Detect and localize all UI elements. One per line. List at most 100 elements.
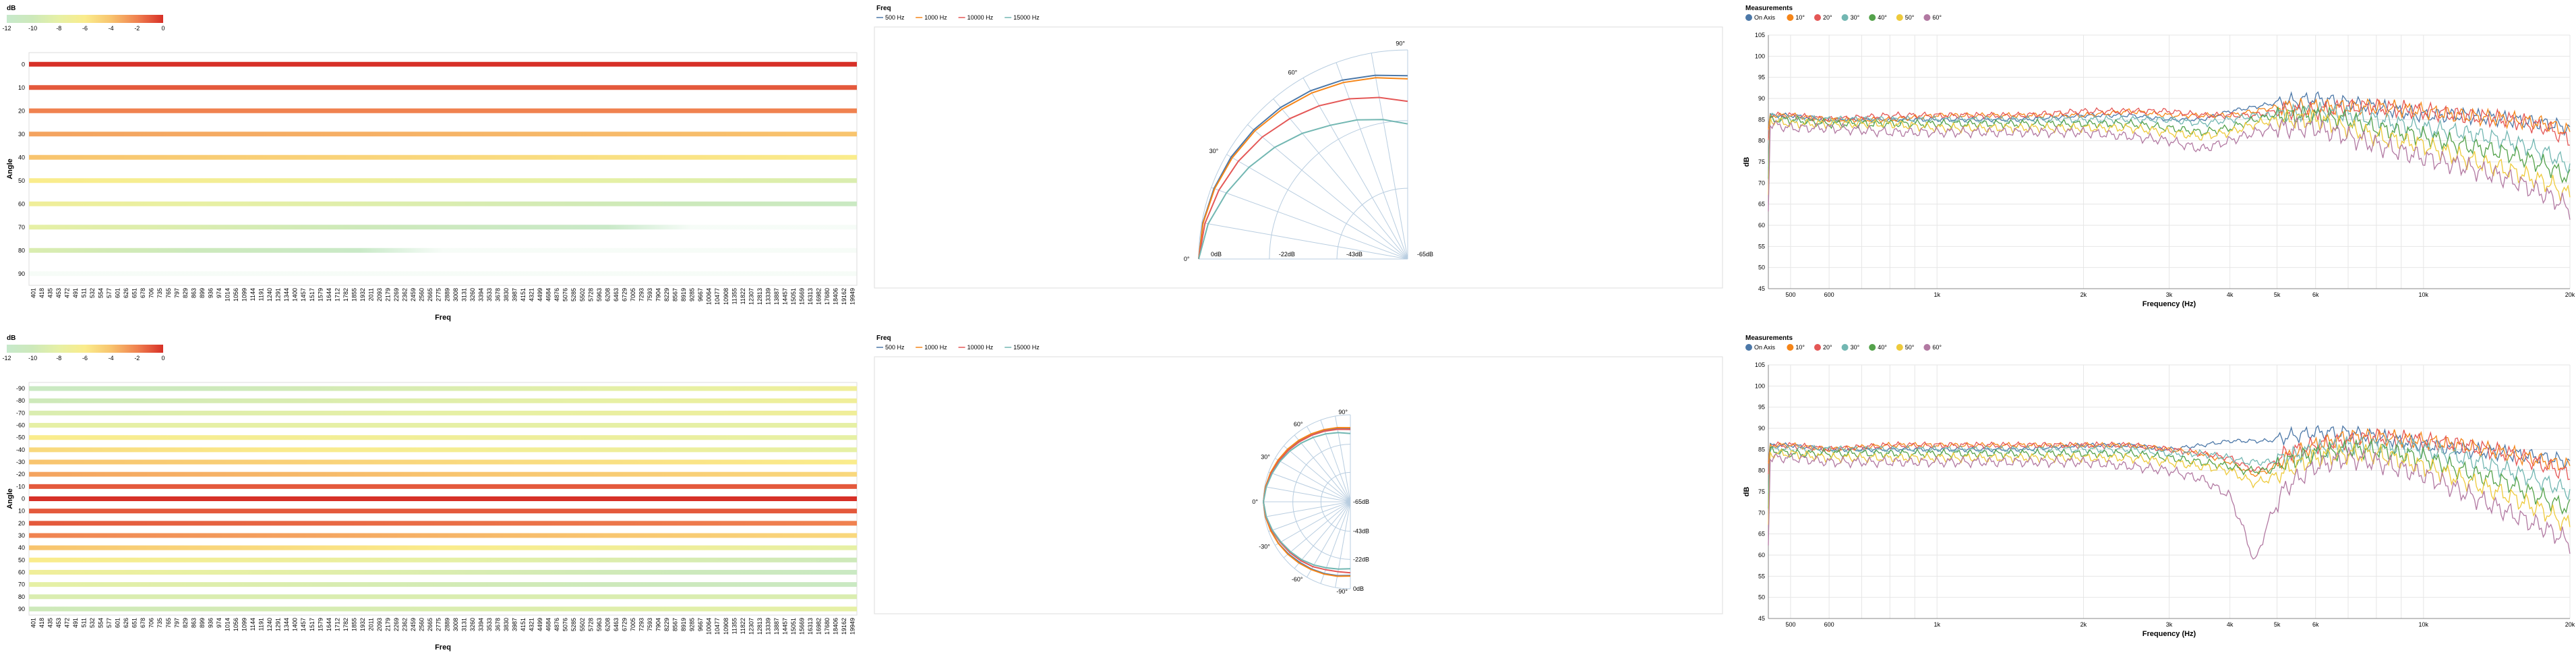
x-tick-label: 532 [89, 618, 96, 628]
series-line-10- [1768, 428, 2571, 478]
y-tick-label: -10 [16, 483, 25, 490]
x-tick-label: 6k [2312, 621, 2319, 628]
y-tick-label: 75 [1758, 158, 1765, 165]
spectrum-chart: Measurements On Axis 10° 20° 30° 40° 50° 60° 45 5… [1743, 335, 2575, 638]
x-tick-label: 1400 [292, 618, 299, 631]
legend-tick-label: -8 [56, 355, 61, 362]
legend-label: 10000 Hz [967, 14, 994, 21]
x-tick-label: 651 [131, 618, 138, 628]
x-tick-label: 2269 [393, 618, 400, 631]
x-tick-label: 511 [80, 618, 87, 627]
x-tick-label: 13339 [765, 288, 771, 305]
x-tick-label: 453 [55, 288, 62, 298]
radial-label: 0dB [1353, 585, 1364, 592]
y-tick-label: -90 [16, 385, 25, 392]
series-line-40- [1768, 438, 2571, 515]
x-tick-label: 5728 [587, 618, 594, 631]
legend-swatch [1814, 14, 1821, 21]
polar-series-10000-hz [1198, 96, 1408, 260]
y-tick-label: 90 [1758, 425, 1765, 432]
x-tick-label: 15051 [790, 288, 797, 305]
polar-grid [1198, 49, 1408, 260]
legend-title: Freq [876, 335, 891, 342]
x-tick-label: 3830 [503, 288, 510, 301]
y-tick-label: 90 [18, 270, 25, 277]
polar-spoke [1211, 187, 1408, 260]
radial-label: -43dB [1353, 528, 1369, 535]
x-tick-label: 2093 [376, 288, 383, 301]
x-tick-label: 10k [2419, 621, 2429, 628]
legend-tick-label: -8 [56, 25, 61, 32]
x-tick-label: 1014 [224, 618, 231, 631]
x-tick-label: 472 [63, 288, 70, 298]
legend-tick-label: 0 [161, 25, 164, 32]
y-tick-label: 60 [18, 200, 25, 207]
legend-label: 10° [1795, 344, 1805, 351]
x-tick-label: 7593 [647, 618, 653, 631]
heatmap-row [29, 271, 857, 277]
legend-label: 10° [1795, 14, 1805, 21]
y-tick-label: -50 [16, 434, 25, 441]
x-tick-label: 10477 [714, 288, 721, 305]
x-tick-label: 10908 [723, 288, 729, 305]
x-tick-label: 1712 [334, 288, 340, 301]
y-tick-label: -30 [16, 459, 25, 465]
y-tick-label: 95 [1758, 74, 1765, 81]
legend-label: 1000 Hz [924, 14, 947, 21]
x-tick-label: 1056 [233, 618, 239, 631]
x-tick-label: 8229 [663, 618, 670, 631]
y-tick-label: 90 [1758, 95, 1765, 102]
polar-panel-bottom: Freq 500 Hz 1000 Hz 10000 Hz 15000 Hz -90° -60… [870, 330, 1739, 660]
heatmap-row [29, 582, 857, 587]
series-line-40- [1768, 105, 2571, 184]
x-tick-label: 1782 [342, 618, 349, 631]
x-tick-label: 2k [2080, 621, 2087, 628]
y-tick-label: 55 [1758, 573, 1765, 579]
angle-label: 90° [1338, 409, 1348, 415]
y-tick-label: 65 [1758, 531, 1765, 538]
angle-label: 0° [1184, 256, 1190, 262]
angle-label: 0° [1252, 498, 1258, 505]
legend-swatch [1923, 344, 1931, 351]
legend-label: 15000 Hz [1013, 344, 1040, 351]
x-tick-label: 1855 [351, 618, 357, 631]
x-tick-label: 601 [115, 288, 121, 298]
x-tick-label: 12813 [756, 618, 763, 635]
x-tick-label: 5963 [596, 288, 603, 301]
x-tick-label: 15669 [799, 288, 806, 305]
y-tick-label: 10 [18, 508, 25, 515]
x-tick-label: 11822 [740, 288, 746, 304]
x-tick-label: 8567 [672, 618, 679, 631]
x-tick-label: 1932 [359, 288, 366, 301]
x-tick-label: 14457 [781, 618, 788, 635]
x-tick-label: 6k [2312, 291, 2319, 298]
legend-tick-label: -2 [134, 25, 140, 32]
x-tick-label: 16982 [816, 618, 822, 635]
y-tick-label: 95 [1758, 404, 1765, 411]
polar-spoke [1275, 458, 1351, 502]
heatmap-chart: dB-12 -10 -8 -6 -4 -2 0-90-80-70-60-50-40-30-2… [2, 335, 858, 652]
polar-series-15000-hz [1262, 432, 1351, 570]
x-tick-label: 829 [182, 618, 189, 628]
y-tick-label: 50 [1758, 594, 1765, 601]
heatmap-row [29, 496, 857, 501]
legend-swatch [1896, 14, 1903, 21]
x-tick-label: 1855 [351, 288, 357, 301]
x-tick-label: 797 [173, 288, 180, 298]
x-tick-label: 1644 [326, 618, 332, 631]
x-tick-label: 626 [123, 288, 129, 298]
angle-label: 30° [1261, 454, 1270, 461]
x-tick-label: 20k [2565, 291, 2575, 298]
legend-title: Freq [876, 5, 891, 12]
x-tick-label: 554 [98, 618, 104, 628]
legend-label: 40° [1878, 14, 1887, 21]
radial-label: 0dB [1211, 251, 1222, 258]
series-line-50- [1768, 443, 2571, 531]
grid [1768, 364, 2571, 619]
polar-spoke [1201, 222, 1408, 260]
polar-spoke [1336, 62, 1408, 260]
legend-label: 500 Hz [885, 344, 905, 351]
x-tick-label: 2362 [402, 618, 409, 631]
x-tick-label: 11355 [731, 618, 738, 634]
x-tick-label: 1517 [309, 288, 316, 301]
